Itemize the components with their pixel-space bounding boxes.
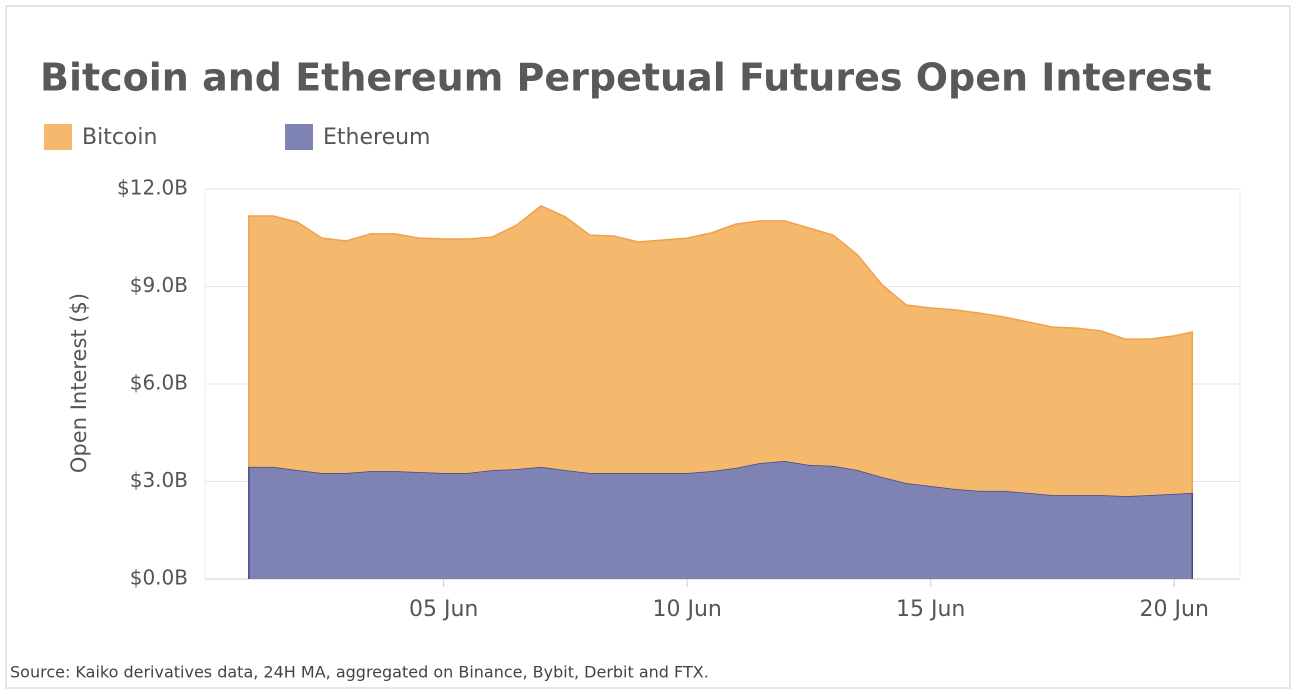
chart-title: Bitcoin and Ethereum Perpetual Futures O… — [40, 56, 1212, 100]
legend-swatch — [285, 124, 313, 150]
area — [248, 205, 1193, 497]
legend-swatch — [44, 124, 72, 150]
x-tick-label: 05 Jun — [409, 597, 478, 622]
x-tick-label: 10 Jun — [653, 597, 722, 622]
y-tick-label: $0.0B — [130, 566, 188, 590]
legend-label: Bitcoin — [82, 125, 157, 150]
y-tick-label: $12.0B — [117, 176, 188, 200]
area — [248, 461, 1193, 579]
x-tick-label: 15 Jun — [896, 597, 965, 622]
legend-label: Ethereum — [323, 125, 430, 150]
y-tick-label: $9.0B — [130, 273, 188, 297]
y-tick-label: $6.0B — [130, 371, 188, 395]
x-tick-label: 20 Jun — [1140, 597, 1209, 622]
area-line — [248, 205, 1194, 493]
source-note: Source: Kaiko derivatives data, 24H MA, … — [10, 663, 709, 682]
y-axis-title: Open Interest ($) — [67, 293, 91, 473]
y-tick-label: $3.0B — [130, 468, 188, 492]
